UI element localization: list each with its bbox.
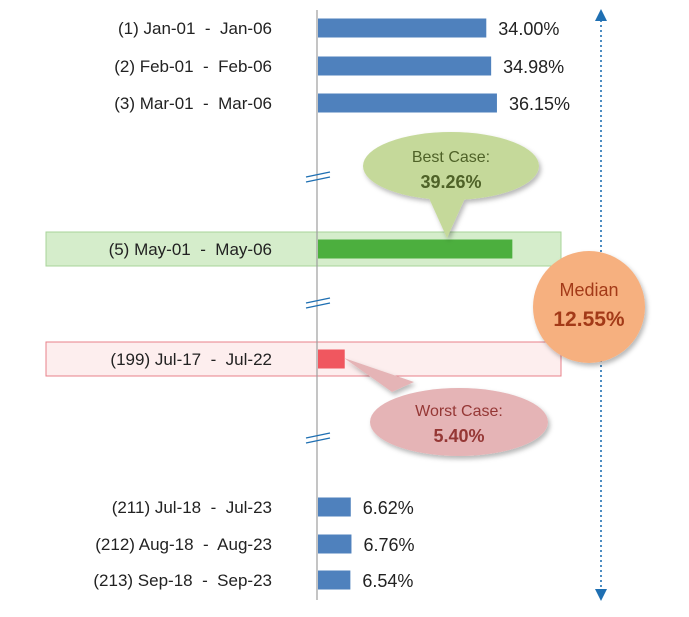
data-label: 6.76% — [363, 535, 414, 555]
category-label: (2) Feb-01 - Feb-06 — [114, 57, 272, 76]
bar — [318, 93, 497, 113]
axis-break-marker — [305, 297, 331, 309]
best-case-value: 39.26% — [420, 172, 481, 192]
median-circle — [533, 251, 645, 363]
axis-break-marker — [305, 432, 331, 444]
data-label: 6.62% — [363, 498, 414, 518]
data-label: 6.54% — [362, 571, 413, 591]
bar — [318, 18, 487, 38]
category-label: (212) Aug-18 - Aug-23 — [95, 535, 272, 554]
category-label: (3) Mar-01 - Mar-06 — [114, 94, 272, 113]
data-label: 34.98% — [503, 57, 564, 77]
data-label: 34.00% — [498, 19, 559, 39]
median-title: Median — [559, 280, 618, 300]
worst-case-value: 5.40% — [433, 426, 484, 446]
bar — [318, 534, 352, 554]
bar — [318, 349, 345, 369]
best-case-title: Best Case: — [412, 149, 490, 166]
category-label: (1) Jan-01 - Jan-06 — [118, 19, 272, 38]
worst-case-callout — [344, 358, 548, 456]
category-label: (5) May-01 - May-06 — [109, 240, 272, 259]
bar — [318, 570, 351, 590]
bar — [318, 56, 492, 76]
bar — [318, 497, 351, 517]
worst-case-title: Worst Case: — [415, 403, 503, 420]
data-label: 36.15% — [509, 94, 570, 114]
best-case-callout — [363, 132, 539, 238]
bar — [318, 239, 513, 259]
category-label: (199) Jul-17 - Jul-22 — [110, 350, 272, 369]
category-label: (211) Jul-18 - Jul-23 — [112, 498, 272, 517]
worst-case-highlight-band — [45, 341, 562, 377]
median-value: 12.55% — [553, 308, 625, 331]
category-label: (213) Sep-18 - Sep-23 — [93, 571, 272, 590]
axis-break-marker — [305, 171, 331, 183]
